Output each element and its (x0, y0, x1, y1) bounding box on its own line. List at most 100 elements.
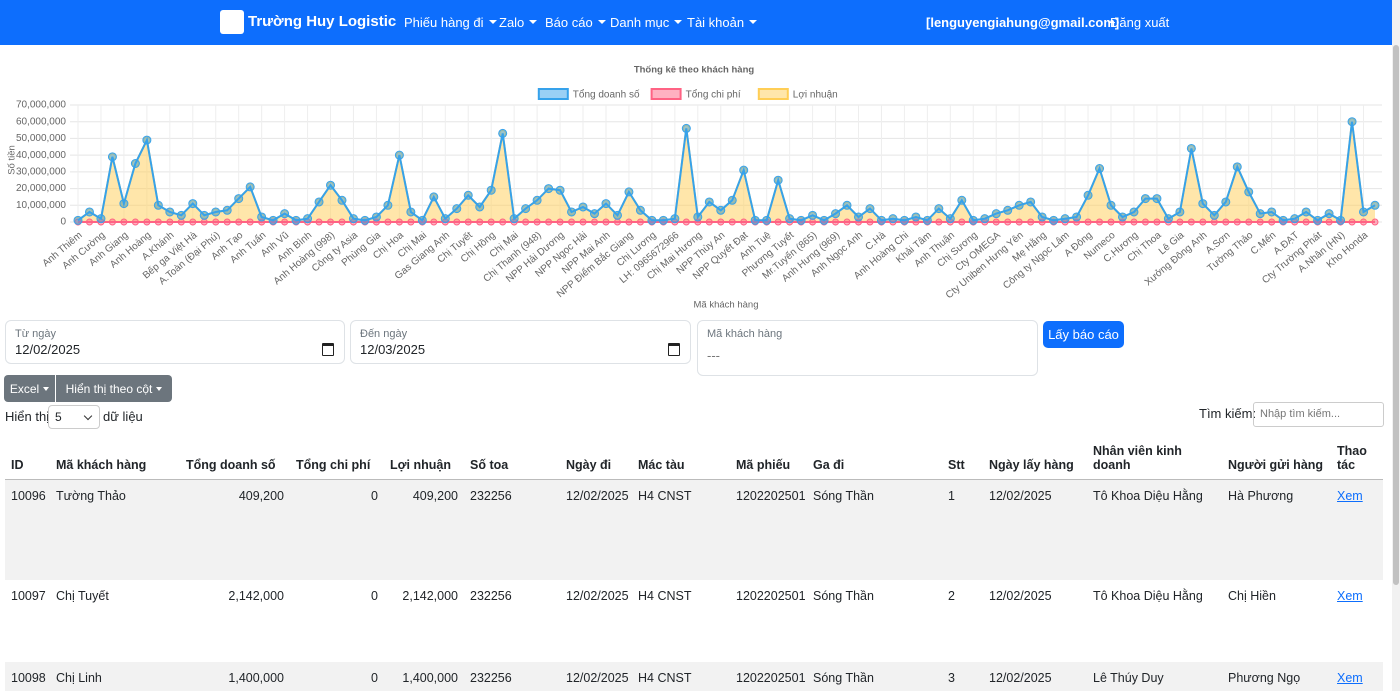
point (727, 195, 737, 205)
point (165, 207, 175, 217)
menu-item[interactable]: Tài khoản (687, 15, 757, 30)
field-value: 12/03/2025 (360, 342, 426, 357)
point (154, 218, 162, 226)
excel-button[interactable]: Excel (4, 375, 55, 402)
point (716, 205, 726, 215)
from-date[interactable]: Từ ngày 12/02/2025 (5, 320, 345, 364)
point (200, 218, 208, 226)
point (429, 192, 439, 202)
navbar: Trường Huy Logistic Phiếu hàng đi Zalo B… (0, 0, 1392, 45)
brand[interactable]: Trường Huy Logistic (248, 13, 397, 30)
cell: Tường Thảo (50, 479, 180, 580)
point (842, 200, 852, 210)
point (120, 218, 128, 226)
page-size: 5 (55, 410, 62, 424)
menu-item[interactable]: Phiếu hàng đi (404, 15, 497, 30)
chart: Thống kê theo khách hàng Mã khách hàng S… (7, 65, 1382, 311)
point (107, 152, 117, 162)
point (579, 218, 587, 226)
point (303, 214, 313, 224)
point (257, 212, 267, 222)
point (1026, 197, 1036, 207)
search-input[interactable]: Nhập tìm kiếm... (1253, 402, 1384, 427)
cell: Xem (1331, 662, 1383, 691)
y-tick-label: 10,000,000 (16, 200, 66, 211)
point (440, 214, 450, 224)
point (1359, 207, 1369, 217)
point (211, 207, 221, 217)
point (1222, 218, 1230, 226)
point (602, 218, 610, 226)
customer-select[interactable]: Mã khách hàng --- (697, 320, 1038, 376)
menu-item[interactable]: Zalo (499, 15, 537, 30)
point (670, 214, 680, 224)
point (968, 215, 978, 225)
point (394, 150, 404, 160)
point (522, 218, 530, 226)
point (750, 215, 760, 225)
field-placeholder: --- (707, 348, 720, 363)
point (108, 218, 116, 226)
column-header: Lợi nhuận (384, 436, 464, 480)
point (832, 218, 840, 226)
scroll-thumb (1393, 45, 1399, 585)
page-size-select[interactable]: 5 (48, 405, 100, 429)
point (785, 214, 795, 224)
cell: 2 (948, 589, 955, 603)
action-link[interactable]: Xem (1337, 671, 1363, 685)
point (647, 215, 657, 225)
point (1198, 199, 1208, 209)
cell: Sóng Thần (813, 589, 874, 603)
point (223, 218, 231, 226)
cell: 10098 (5, 662, 50, 691)
point (371, 212, 381, 222)
point (1268, 218, 1276, 226)
column-header: Tổng chi phí (290, 436, 384, 480)
submit-button[interactable]: Lấy báo cáo (1043, 321, 1124, 348)
point (384, 218, 392, 226)
point (327, 218, 335, 226)
point (934, 204, 944, 214)
point (556, 218, 564, 226)
cell: 12/02/2025 (560, 479, 632, 580)
cell: Sóng Thần (807, 479, 942, 580)
point (740, 218, 748, 226)
action-link[interactable]: Xem (1337, 589, 1363, 603)
point (739, 165, 749, 175)
point (704, 197, 714, 207)
length-label: dữ liệu (103, 409, 143, 424)
columns-button[interactable]: Hiển thị theo cột (56, 375, 172, 402)
legend-swatch (537, 88, 569, 100)
point (314, 197, 324, 207)
cell: 2,142,000 (228, 589, 284, 603)
cell: 3 (942, 662, 983, 691)
point (1072, 212, 1082, 222)
point (464, 218, 472, 226)
point (980, 214, 990, 224)
y-tick-label: 0 (60, 217, 66, 228)
point (991, 209, 1001, 219)
area (78, 121, 1375, 222)
column-header: Ga đi (807, 436, 942, 480)
legend-swatch (650, 88, 682, 100)
point (808, 210, 818, 220)
cell: H4 CNST (632, 662, 730, 691)
cell: Phương Ngọ (1222, 662, 1331, 691)
point (338, 218, 346, 226)
menu-item[interactable]: Danh mục (610, 15, 682, 30)
y-tick-label: 60,000,000 (16, 116, 66, 127)
cell: 10097 (11, 589, 46, 603)
to-date[interactable]: Đến ngày 12/03/2025 (350, 320, 691, 364)
x-tick-label: C.Mến (1248, 229, 1278, 257)
point (130, 159, 140, 168)
action-link[interactable]: Xem (1337, 489, 1363, 503)
point (853, 212, 863, 222)
point (235, 218, 243, 226)
point (1187, 218, 1195, 226)
column-header: Stt (942, 436, 983, 480)
point (774, 218, 782, 226)
cell: 409,200 (180, 479, 290, 580)
cell: 1,400,000 (384, 662, 464, 691)
menu-item[interactable]: Báo cáo (545, 15, 606, 30)
logout[interactable]: Đăng xuất (1110, 15, 1170, 30)
